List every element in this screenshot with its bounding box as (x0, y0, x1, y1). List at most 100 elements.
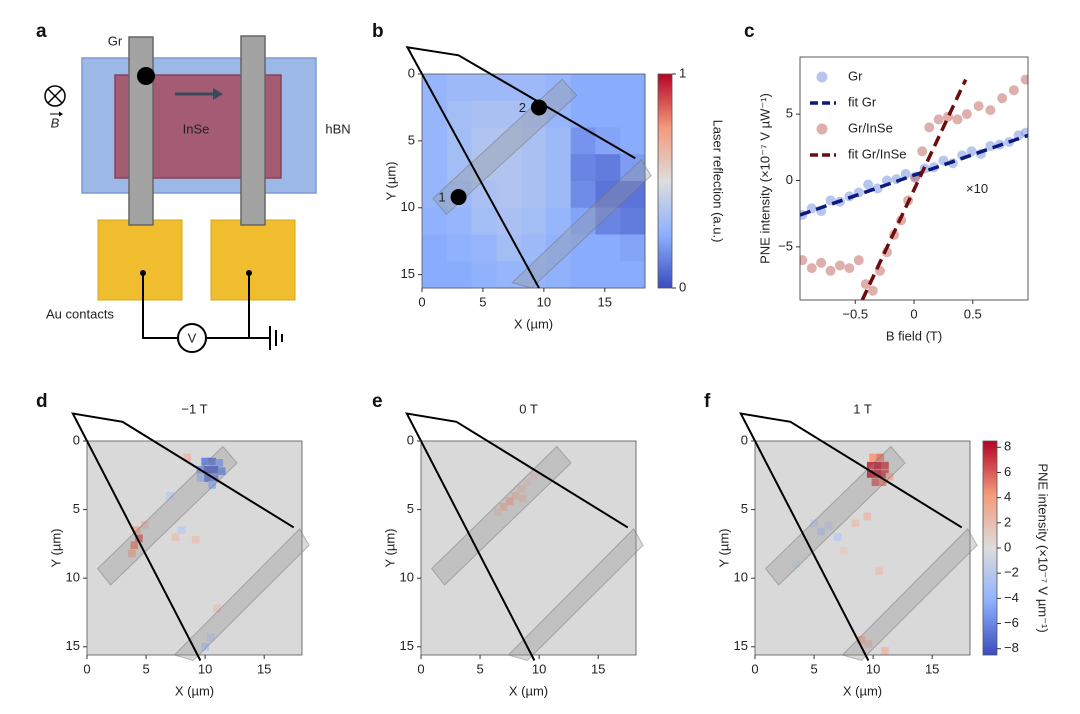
map-cell (471, 154, 497, 182)
map-cell (471, 74, 497, 102)
field-into-page (47, 88, 63, 104)
map-cell (570, 207, 596, 235)
y-tick-label: 10 (400, 570, 414, 585)
map-pixel (517, 485, 526, 493)
map-pixel (885, 472, 894, 481)
map-cell (570, 127, 596, 155)
map-cell (422, 261, 448, 289)
y-tick-label: 10 (734, 570, 748, 585)
map-pixel (881, 647, 889, 655)
x-tick-label: 0 (910, 306, 917, 321)
map-cell (521, 74, 547, 102)
map-pixel (177, 526, 186, 535)
map-pixel (857, 636, 866, 644)
map-cell (521, 207, 547, 235)
legend-label: fit Gr/InSe (848, 146, 907, 161)
map-pixel (213, 604, 221, 613)
y-tick-label: 15 (66, 638, 80, 653)
x-axis-label: X (µm) (843, 683, 882, 698)
legend-marker (816, 123, 828, 135)
map-pixel (203, 465, 212, 474)
map-cell (545, 74, 572, 102)
scatter-panel: Gr fit Gr Gr/InSe fit Gr/InSe ×10 −0.5 0 0.5 −5 0… (744, 21, 1029, 343)
y-tick-label: 0 (408, 65, 415, 80)
x-tick-label: 10 (537, 294, 551, 309)
map-pixel (864, 640, 873, 648)
map-pixel (874, 461, 882, 470)
map-cell (570, 261, 596, 289)
y-axis-label: Y (µm) (382, 528, 397, 567)
y-tick-label: −5 (778, 238, 793, 253)
flake-outline (739, 412, 963, 661)
map-cell (620, 74, 646, 102)
panel-letter: d (36, 391, 48, 412)
map-pixel (817, 527, 825, 536)
map-cell (496, 100, 522, 128)
colorbar-tick-label: 0 (1004, 539, 1011, 554)
map-cell (595, 181, 621, 209)
y-tick-label: 5 (73, 501, 80, 516)
graphite-electrode (128, 36, 154, 226)
colorbar-tick-label: 8 (1004, 439, 1011, 454)
vector-arrow-head (59, 111, 63, 117)
spot-label: 1 (438, 189, 445, 204)
data-point (1020, 74, 1028, 85)
map-cell (620, 181, 646, 209)
map-background (755, 441, 970, 655)
map-cell (496, 207, 522, 235)
map-cell (422, 234, 448, 262)
data-point (952, 114, 963, 125)
map-cell (595, 100, 621, 128)
measurement-spot (450, 189, 467, 206)
map-cell (521, 127, 547, 155)
map-pixel (217, 467, 226, 476)
map-cell (471, 261, 497, 289)
x-tick-label: 0.5 (964, 306, 982, 321)
map-cell (545, 154, 572, 182)
graphite-electrode (240, 35, 266, 226)
map-pixel (135, 534, 143, 543)
plot-frame (421, 73, 646, 289)
map-cell (570, 234, 596, 262)
map-cell (545, 127, 572, 155)
y-tick-label: 10 (401, 199, 415, 214)
map-pixel (215, 459, 224, 467)
electrode-outline (764, 445, 906, 586)
annotation: ×10 (966, 181, 988, 196)
map-cell (496, 181, 522, 209)
map-pixel (839, 546, 848, 555)
map-background (87, 441, 302, 655)
map-cell (545, 261, 572, 289)
x-tick-label: 15 (925, 661, 939, 676)
data-point (924, 122, 935, 133)
wire (142, 273, 178, 339)
colorbar-label: PNE intensity (×10⁻⁷ V µm⁻¹) (1036, 463, 1051, 632)
map-cell (422, 154, 448, 182)
data-point (966, 146, 977, 157)
x-tick-label: 5 (479, 294, 486, 309)
panel-title: −1 T (181, 401, 207, 416)
colorbar-tick-label: 4 (1004, 489, 1011, 504)
map-cell (595, 154, 621, 182)
map-pixel (518, 494, 527, 503)
x-tick-label: 0 (751, 661, 758, 676)
y-tick-label: 5 (786, 106, 793, 121)
map-pixel (183, 453, 192, 462)
x-tick-label: 10 (532, 661, 546, 676)
data-point (834, 260, 845, 271)
voltmeter-label: V (188, 330, 197, 345)
x-tick-label: 0 (83, 661, 90, 676)
hbn-label: hBN (325, 121, 350, 136)
colorbar-tick-label: 2 (1004, 514, 1011, 529)
map-pixel (196, 474, 205, 482)
map-cell (545, 207, 572, 235)
map-pixel (881, 470, 889, 478)
map-cell (521, 234, 547, 262)
map-cell (521, 181, 547, 209)
data-point (961, 109, 972, 120)
map-pixel (130, 541, 139, 550)
